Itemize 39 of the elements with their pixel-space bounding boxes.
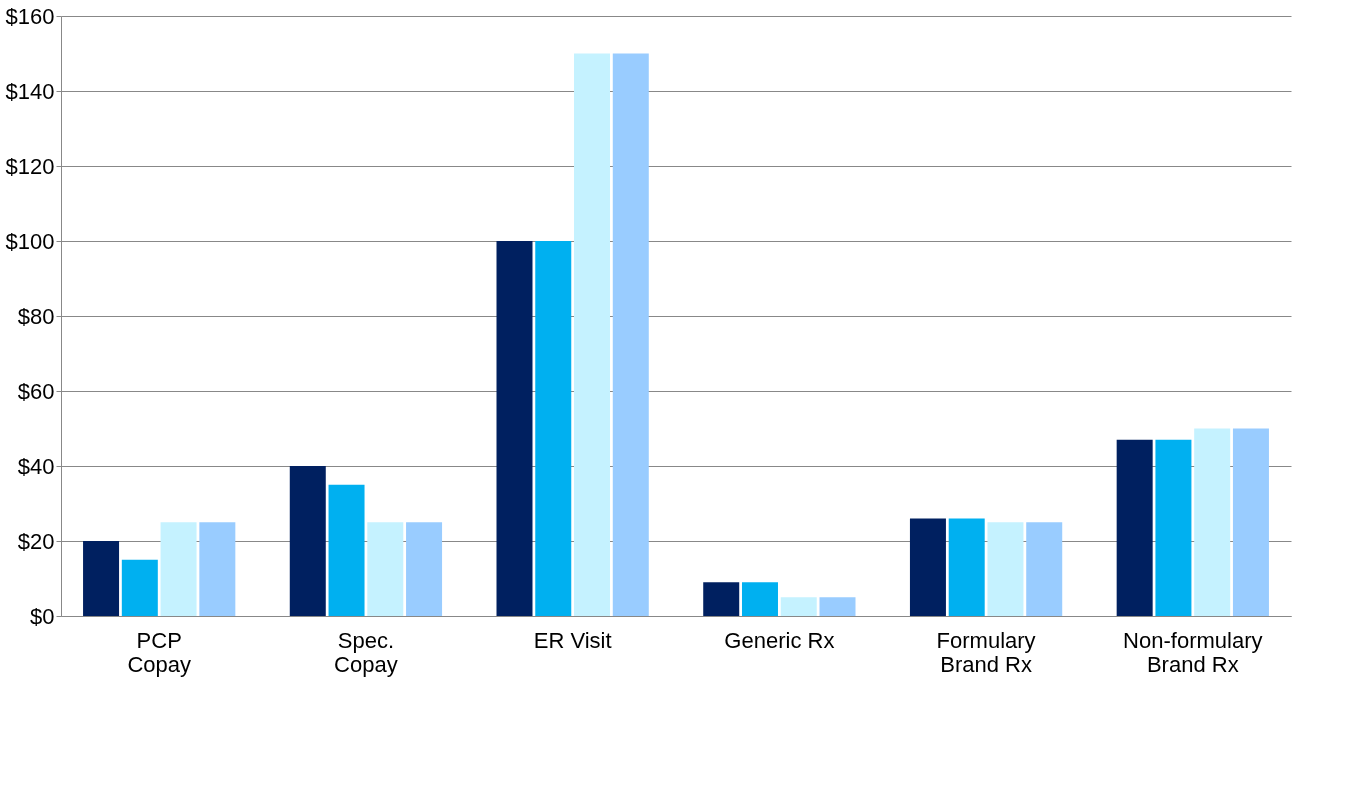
x-tick-label: Spec. Copay [334,627,398,677]
bar [819,597,856,616]
bar [406,522,443,616]
bar [83,541,120,616]
x-tick-label: Generic Rx [724,627,835,653]
y-tick-label: $120 [5,153,55,179]
bar [987,522,1024,616]
bar [780,597,817,616]
y-tick-label: $20 [17,528,55,554]
bar [496,241,533,616]
bar [909,518,946,616]
y-tick-label: $0 [30,603,55,629]
y-tick-label: $60 [17,378,55,404]
bar [741,582,778,616]
bar [1155,439,1192,616]
bar [160,522,197,616]
bar [703,582,740,616]
bar [1026,522,1063,616]
bar [574,53,611,616]
x-tick-label: Formulary Brand Rx [936,627,1036,677]
bar [1232,428,1269,616]
bar [289,466,326,616]
y-tick-label: $140 [5,78,55,104]
x-tick-label: ER Visit [533,627,612,653]
x-tick-label: Non-formulary Brand Rx [1123,627,1263,677]
y-tick-label: $100 [5,228,55,254]
bar [612,53,649,616]
y-tick-label: $80 [17,303,55,329]
bar [121,559,158,616]
bar [535,241,572,616]
bar [1116,439,1153,616]
bar [367,522,404,616]
bar [328,484,365,616]
bar [948,518,985,616]
y-tick-label: $40 [17,453,55,479]
bar [1194,428,1231,616]
y-tick-label: $160 [5,3,55,29]
bar [199,522,236,616]
x-tick-label: PCP Copay [127,627,191,677]
